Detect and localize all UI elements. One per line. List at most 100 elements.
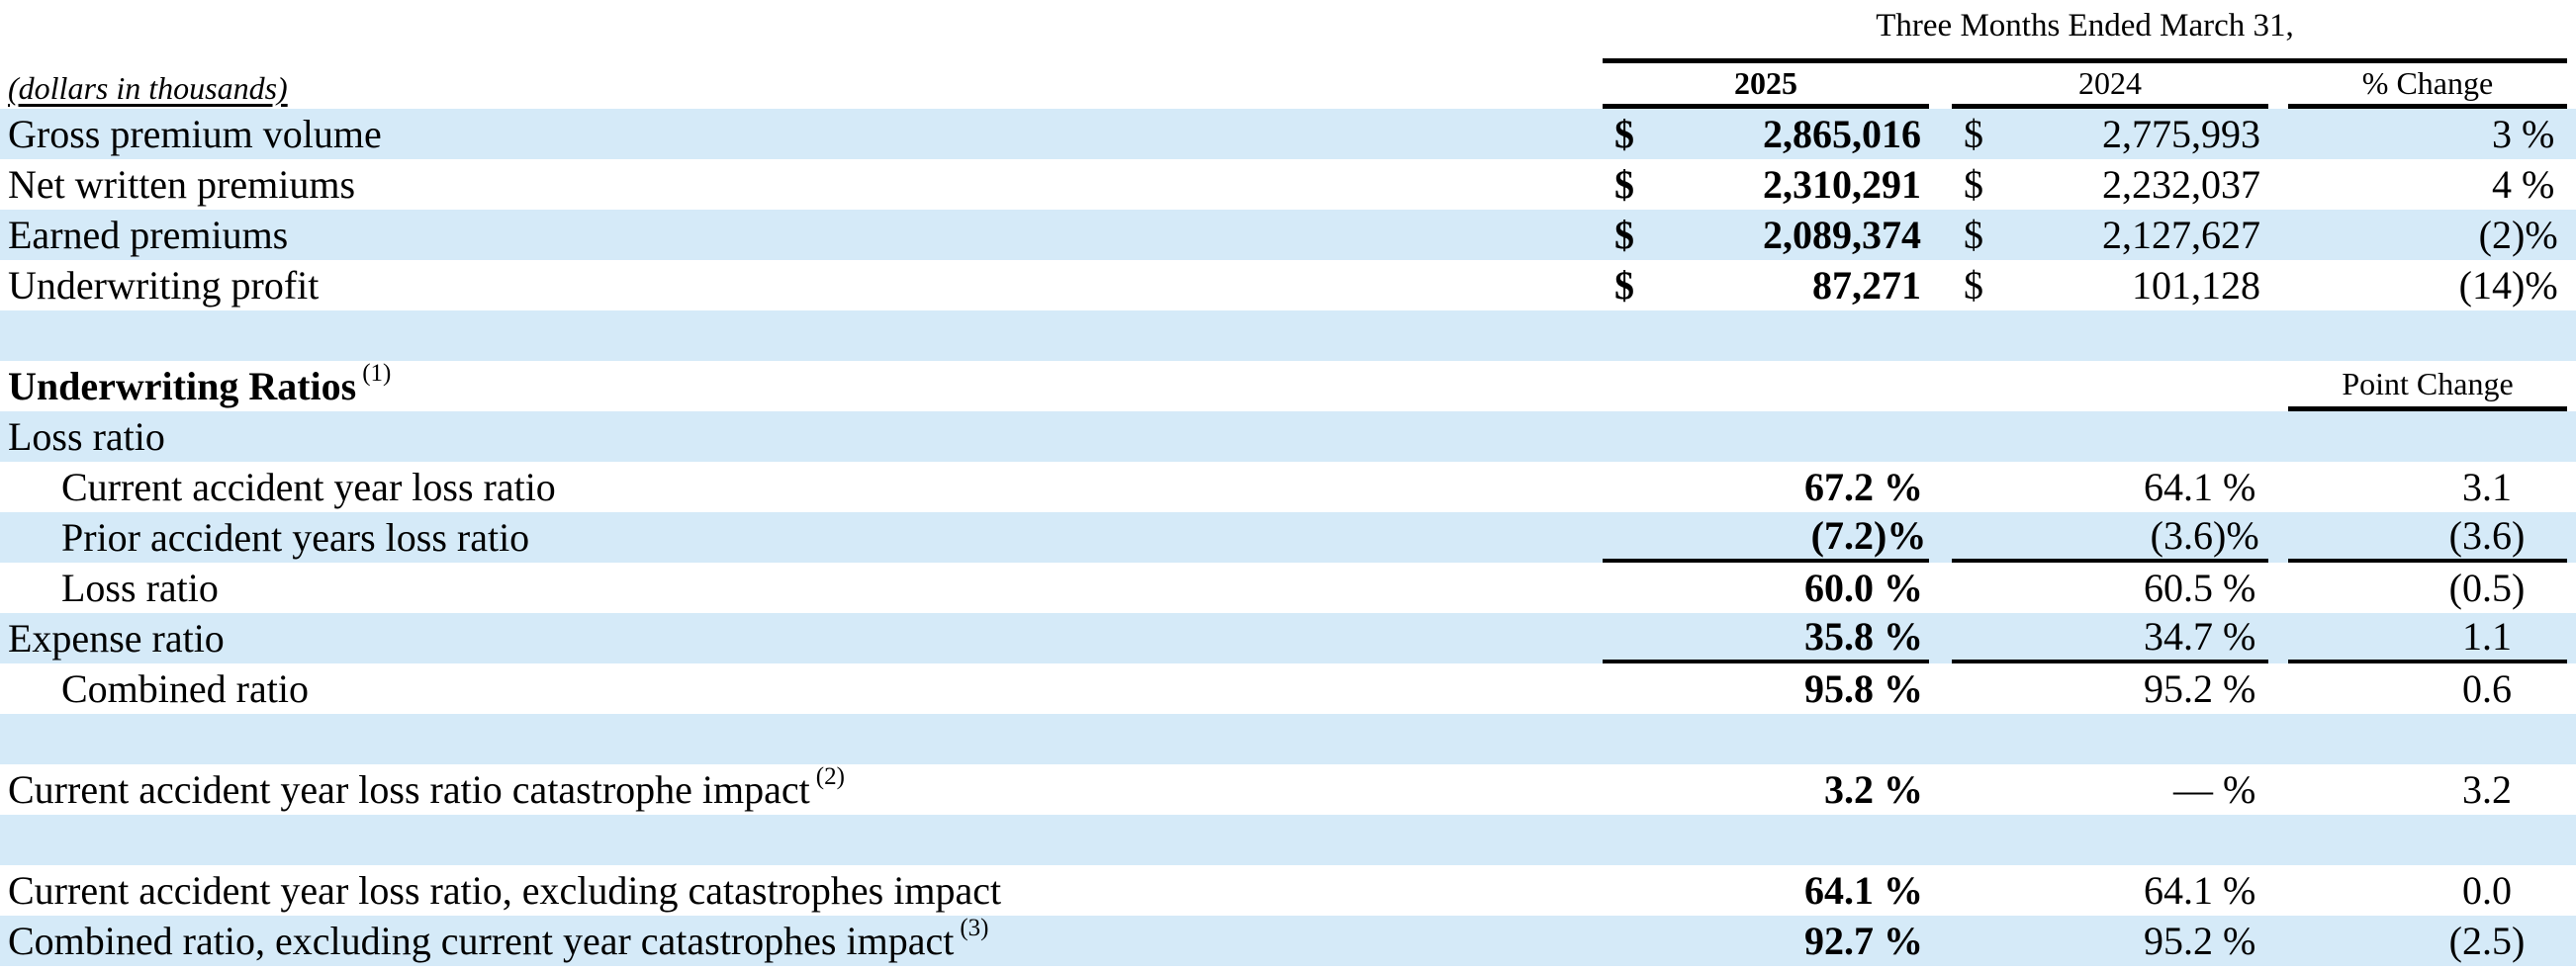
cell-suffix: % [2213,464,2256,509]
cell-suffix: % [1874,766,1923,812]
table-row: Earned premiums $2,089,374 $2,127,627 (2)% [0,210,2576,260]
cell-change: (3.6) [2288,512,2567,563]
cell-change: 0.0 [2288,865,2567,916]
cell-value: 0.0 [2462,867,2512,913]
cell-2025: (7.2)% [1603,512,1929,563]
cell-change: (0.5) [2288,563,2567,613]
cell-2024: $2,127,627 [1952,210,2268,260]
cell-suffix: )% [2512,212,2558,257]
row-label-text: Combined ratio, excluding current year c… [8,918,955,963]
cell-2024 [1952,411,2268,462]
unit-note: (dollars in thousands) [0,63,1603,109]
cell-value: 2,089,374 [1763,212,1921,257]
cell-value: (0.5 [2448,565,2512,610]
cell-2024: 60.5 % [1952,563,2268,613]
table-row: Prior accident years loss ratio (7.2)% (3.… [0,512,2576,563]
row-label-text: Loss ratio [61,565,219,610]
table-row: Loss ratio 60.0 % 60.5 % (0.5) [0,563,2576,613]
table-row: Combined ratio 95.8 % 95.2 % 0.6 [0,663,2576,714]
table-row: Current accident year loss ratio catastr… [0,764,2576,815]
row-label-text: Current accident year loss ratio, exclud… [8,867,1002,913]
column-header-2025: 2025 [1603,63,1929,109]
cell-value: 4 [2492,161,2512,207]
period-header: Three Months Ended March 31, [1603,0,2567,63]
cell-value: 64.1 [2144,464,2213,509]
cell-value: 64.1 [1804,867,1874,913]
row-label: Earned premiums [0,210,1603,260]
row-label: Prior accident years loss ratio [0,512,1603,563]
column-header-2024: 2024 [1952,63,2268,109]
cell-suffix: % [2213,867,2256,913]
cell-value: (7.2 [1810,512,1874,558]
row-label: Net written premiums [0,159,1603,210]
cell-value: 64.1 [2144,867,2213,913]
cell-suffix: ) [2512,512,2526,558]
cell-2024: 95.2 % [1952,916,2268,966]
dollar-sign: $ [1614,262,1634,308]
row-label: Combined ratio [0,663,1603,714]
cell-value: 0.6 [2462,665,2512,711]
cell-2024: (3.6)% [1952,512,2268,563]
cell-value: (3.6 [2448,512,2512,558]
row-label: Loss ratio [0,563,1603,613]
cell-2025: 3.2 % [1603,764,1929,815]
cell-suffix: ) [2512,918,2526,963]
row-label: Loss ratio [0,411,1603,462]
cell-change: 3.2 [2288,764,2567,815]
cell-value: 2,775,993 [2102,111,2260,156]
cell-suffix: % [2213,565,2256,610]
cell-suffix: % [1874,665,1923,711]
dollar-sign: $ [1964,111,1983,156]
cell-value: 34.7 [2144,613,2213,659]
cell-value: 2,865,016 [1763,111,1921,156]
column-header-pct-change: % Change [2288,63,2567,109]
cell-2024: 64.1 % [1952,865,2268,916]
cell-suffix: % [1874,565,1923,610]
cell-suffix: % [1874,918,1923,963]
cell-value: 3.2 [1824,766,1874,812]
row-label: Current accident year loss ratio [0,462,1603,512]
cell-suffix: )% [2512,262,2558,308]
cell-2025: 60.0 % [1603,563,1929,613]
cell-2025: $2,089,374 [1603,210,1929,260]
table-row: Current accident year loss ratio 67.2 % 64… [0,462,2576,512]
cell-2024: $2,232,037 [1952,159,2268,210]
footnote-marker: (2) [815,763,845,790]
cell-value: 95.8 [1804,665,1874,711]
cell-value: 3.2 [2462,766,2512,812]
cell-value: 35.8 [1804,613,1874,659]
cell-2025: 67.2 % [1603,462,1929,512]
period-header-row: Three Months Ended March 31, [0,0,2576,63]
row-label: Current accident year loss ratio catastr… [0,764,1603,815]
row-label: Combined ratio, excluding current year c… [0,916,1603,966]
spacer-row [0,714,2576,764]
row-label-text: Current accident year loss ratio [61,464,556,509]
cell-change: (2)% [2288,210,2567,260]
dollar-sign: $ [1614,212,1634,257]
table-row: Expense ratio 35.8 % 34.7 % 1.1 [0,613,2576,663]
cell-2024: $101,128 [1952,260,2268,310]
cell-2025: 35.8 % [1603,613,1929,663]
section-row: Underwriting Ratios (1) Point Change [0,361,2576,411]
cell-value: 95.2 [2144,665,2213,711]
cell-change [2288,411,2567,462]
cell-value: 2,232,037 [2102,161,2260,207]
cell-2024: — % [1952,764,2268,815]
cell-value: 3 [2492,111,2512,156]
cell-value: 2,127,627 [2102,212,2260,257]
table-row: Underwriting profit $87,271 $101,128 (14)% [0,260,2576,310]
cell-suffix: % [2213,766,2256,812]
cell-value: (2 [2478,212,2512,257]
dollar-sign: $ [1964,212,1983,257]
cell-2025: $87,271 [1603,260,1929,310]
cell-suffix: ) [2512,565,2526,610]
row-label-text: Prior accident years loss ratio [61,514,530,560]
row-label: Gross premium volume [0,109,1603,159]
cell-value: (2.5 [2448,918,2512,963]
cell-change: 1.1 [2288,613,2567,663]
cell-suffix: % [1874,867,1923,913]
table-row: Net written premiums $2,310,291 $2,232,037… [0,159,2576,210]
cell-value: 60.5 [2144,565,2213,610]
cell-suffix: % [2213,918,2256,963]
